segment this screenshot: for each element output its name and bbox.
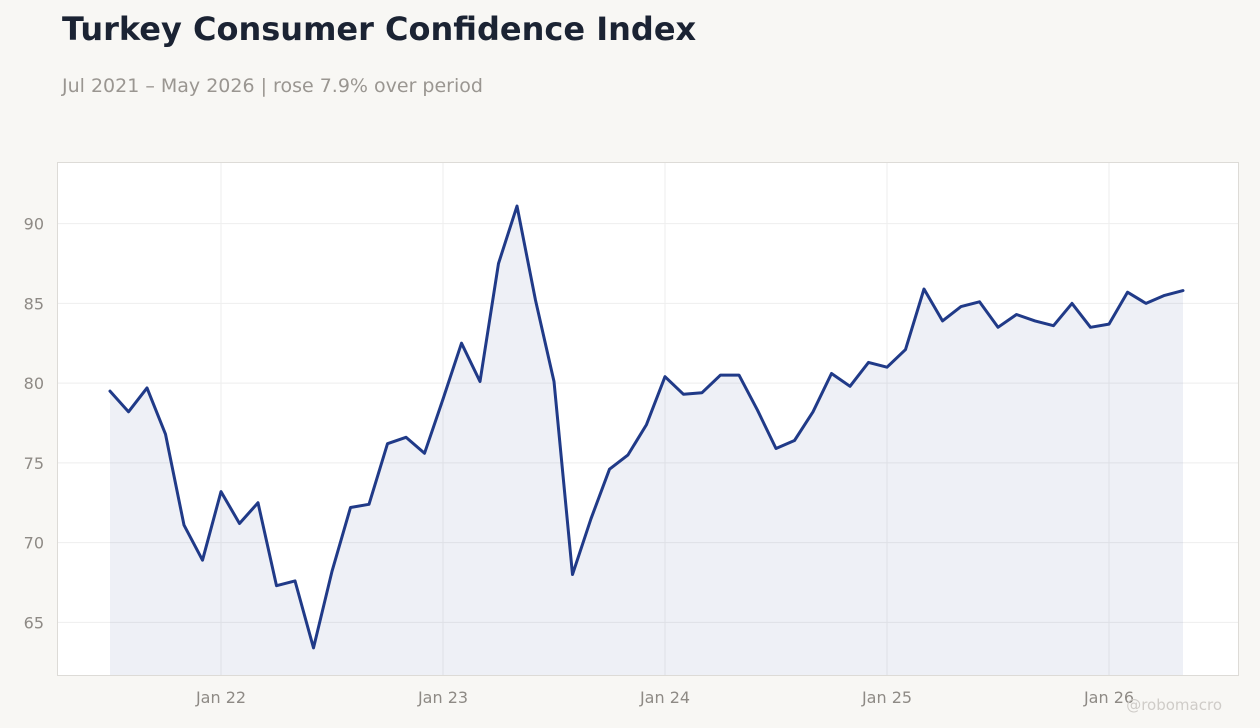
data-point	[442, 398, 445, 401]
data-point	[664, 375, 667, 378]
axis-labels: 65 70 75 80 85 90 Jan 22 Jan 23 Jan 24 Jan 25 Jan …	[24, 215, 1134, 707]
data-point	[257, 501, 260, 504]
data-point	[997, 326, 1000, 329]
series-line	[108, 204, 1185, 650]
data-point	[497, 262, 500, 265]
data-point	[590, 517, 593, 520]
data-point	[368, 503, 371, 506]
data-point	[738, 374, 741, 377]
data-point	[1052, 324, 1055, 327]
y-tick-label: 85	[24, 294, 44, 313]
data-point	[719, 374, 722, 377]
y-tick-label: 70	[24, 534, 44, 553]
data-point	[1015, 313, 1018, 316]
data-point	[978, 300, 981, 303]
data-point	[479, 380, 482, 383]
x-tick-label: Jan 25	[861, 688, 912, 707]
data-point	[220, 490, 223, 493]
data-point	[867, 361, 870, 364]
credit-watermark: @robomacro	[1126, 696, 1222, 714]
data-point	[553, 380, 556, 383]
data-point	[534, 299, 537, 302]
x-tick-label: Jan 26	[1083, 688, 1134, 707]
y-tick-label: 75	[24, 454, 44, 473]
series-layer	[108, 204, 1185, 675]
data-point	[756, 409, 759, 412]
data-point	[886, 366, 889, 369]
data-point	[904, 348, 907, 351]
data-point	[793, 439, 796, 442]
data-point	[608, 468, 611, 471]
data-point	[275, 584, 278, 587]
data-point	[849, 385, 852, 388]
x-tick-label: Jan 23	[417, 688, 468, 707]
data-point	[1126, 291, 1129, 294]
data-point	[1089, 326, 1092, 329]
data-point	[775, 447, 778, 450]
data-point	[331, 570, 334, 573]
data-point	[294, 579, 297, 582]
grid-lines	[58, 163, 1238, 675]
data-point	[460, 342, 463, 345]
data-point	[812, 410, 815, 413]
data-point	[923, 288, 926, 291]
chart-subtitle: Jul 2021 – May 2026 | rose 7.9% over per…	[61, 75, 483, 97]
data-point	[146, 386, 149, 389]
data-point	[127, 410, 130, 413]
data-point	[645, 423, 648, 426]
data-point	[830, 372, 833, 375]
data-point	[1071, 302, 1074, 305]
data-point	[1034, 319, 1037, 322]
data-point	[1182, 289, 1185, 292]
data-point	[516, 205, 519, 208]
data-point	[1163, 294, 1166, 297]
data-point	[109, 390, 112, 393]
data-point	[701, 391, 704, 394]
chart-title: Turkey Consumer Confidence Index	[62, 10, 697, 48]
data-point	[183, 524, 186, 527]
data-point	[960, 305, 963, 308]
data-point	[164, 433, 167, 436]
data-point	[201, 559, 204, 562]
data-point	[627, 453, 630, 456]
data-point	[1145, 302, 1148, 305]
data-point	[571, 573, 574, 576]
y-tick-label: 65	[24, 613, 44, 632]
data-point	[405, 436, 408, 439]
data-point	[238, 522, 241, 525]
data-point	[423, 452, 426, 455]
y-tick-label: 90	[24, 215, 44, 234]
data-point	[312, 646, 315, 649]
x-tick-label: Jan 24	[639, 688, 690, 707]
y-tick-label: 80	[24, 374, 44, 393]
data-point	[1108, 323, 1111, 326]
data-point	[941, 319, 944, 322]
data-point	[682, 393, 685, 396]
x-tick-label: Jan 22	[195, 688, 246, 707]
data-point	[349, 506, 352, 509]
data-point	[386, 442, 389, 445]
